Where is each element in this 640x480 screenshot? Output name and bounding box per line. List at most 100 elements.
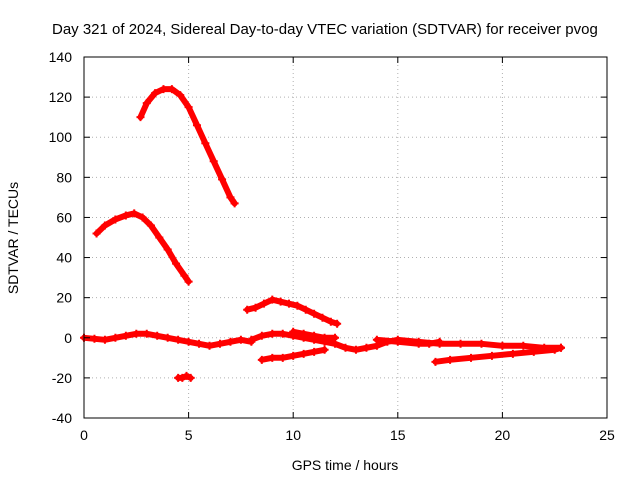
data-point [487, 351, 496, 360]
data-point [186, 373, 195, 382]
data-point [247, 335, 256, 344]
data-point [243, 305, 252, 314]
data-point [159, 85, 168, 94]
data-point [178, 373, 187, 382]
x-tick-label: 5 [185, 427, 193, 443]
data-point [326, 317, 335, 326]
data-point [425, 339, 434, 348]
series-right-segment [372, 335, 444, 348]
data-point [293, 301, 302, 310]
data-point [431, 357, 440, 366]
plot-frame [83, 56, 608, 419]
y-tick-label: 100 [49, 129, 73, 145]
data-point [341, 343, 350, 352]
data-point [278, 329, 287, 338]
data-point [184, 337, 193, 346]
series-arc-mid [92, 209, 193, 286]
data-point [182, 371, 191, 380]
data-point [268, 295, 277, 304]
data-point [92, 229, 101, 238]
data-point [111, 215, 120, 224]
series-bump [243, 295, 342, 328]
series-arc-high [136, 85, 239, 208]
data-point [209, 157, 218, 166]
chart-title: Day 321 of 2024, Sidereal Day-to-day VTE… [52, 21, 598, 38]
data-point [333, 319, 342, 328]
series-base-left [80, 329, 256, 350]
x-tick-label: 20 [495, 427, 511, 443]
data-point [90, 334, 99, 343]
data-point [230, 199, 239, 208]
x-tick-label: 10 [285, 427, 301, 443]
y-tick-label: 40 [56, 250, 72, 266]
data-point [218, 175, 227, 184]
data-point [201, 139, 210, 148]
data-point [138, 213, 147, 222]
series-low-mid [257, 345, 329, 364]
data-point [130, 209, 139, 218]
data-point [320, 345, 329, 354]
y-tick-label: 120 [49, 89, 73, 105]
data-point [556, 343, 565, 352]
data-point [236, 335, 245, 344]
data-point [446, 355, 455, 364]
series-line [432, 344, 564, 365]
data-point [176, 91, 185, 100]
y-tick-label: 140 [49, 49, 73, 65]
y-tick-label: 80 [56, 169, 72, 185]
data-point [498, 341, 507, 350]
data-point [268, 353, 277, 362]
data-point [100, 335, 109, 344]
data-point [372, 335, 381, 344]
data-point [529, 347, 538, 356]
data-point [226, 337, 235, 346]
data-point [121, 331, 130, 340]
data-point [163, 245, 172, 254]
data-point [310, 309, 319, 318]
data-point [320, 333, 329, 342]
data-point [142, 329, 151, 338]
data-point [318, 313, 327, 322]
data-point [414, 339, 423, 348]
data-point [100, 221, 109, 230]
data-point [251, 303, 260, 312]
data-point [456, 339, 465, 348]
data-point [172, 259, 181, 268]
data-point [146, 221, 155, 230]
data-point [310, 331, 319, 340]
data-point [136, 113, 145, 122]
data-point [351, 345, 360, 354]
y-axis-label: SDTVAR / TECUs [5, 182, 21, 294]
data-point [435, 337, 444, 346]
series-low-left [174, 371, 195, 382]
data-point [550, 345, 559, 354]
series-mid-segment [289, 327, 340, 342]
data-point [257, 355, 266, 364]
data-point [163, 333, 172, 342]
data-point [226, 193, 235, 202]
data-point [174, 335, 183, 344]
data-point [268, 329, 277, 338]
data-point [310, 347, 319, 356]
y-tick-label: 60 [56, 209, 72, 225]
data-point [331, 333, 340, 342]
data-point [184, 277, 193, 286]
data-point [278, 353, 287, 362]
data-point [301, 305, 310, 314]
data-point [519, 341, 528, 350]
data-point [111, 333, 120, 342]
data-point [259, 299, 268, 308]
data-point [167, 85, 176, 94]
data-point [289, 351, 298, 360]
data-point [299, 329, 308, 338]
data-point [151, 89, 160, 98]
y-tick-label: -20 [52, 370, 72, 386]
x-axis-label: GPS time / hours [292, 457, 399, 473]
y-tick-label: 0 [64, 330, 72, 346]
data-point [215, 339, 224, 348]
data-point [121, 211, 130, 220]
data-point [289, 327, 298, 336]
data-point [393, 337, 402, 346]
x-tick-label: 25 [599, 427, 615, 443]
